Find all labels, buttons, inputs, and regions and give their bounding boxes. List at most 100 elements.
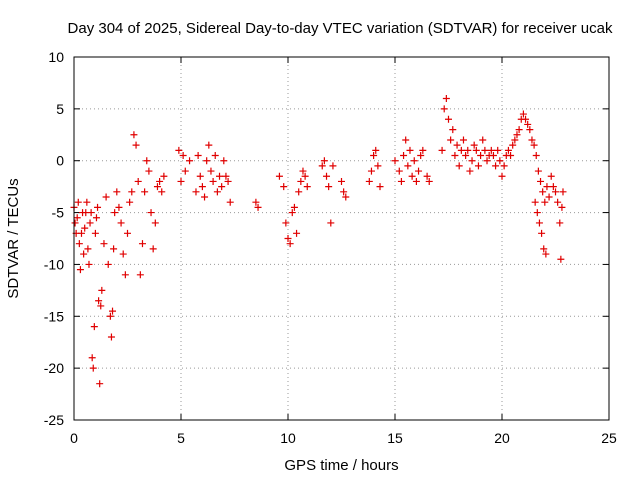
data-point [179, 152, 187, 160]
data-point [132, 141, 140, 149]
data-point [194, 152, 202, 160]
data-point [196, 172, 204, 180]
data-point [440, 105, 448, 113]
data-point [470, 141, 478, 149]
data-point [423, 172, 431, 180]
data-point [342, 193, 350, 201]
data-point [83, 198, 91, 206]
y-tick-label: -5 [52, 205, 65, 221]
y-tick-label: -25 [44, 412, 64, 428]
x-tick-label: 15 [387, 430, 403, 446]
data-point [397, 177, 405, 185]
data-point [466, 167, 474, 175]
y-tick-label: 10 [48, 49, 64, 65]
data-point [87, 209, 95, 217]
data-point [303, 183, 311, 191]
data-point [151, 219, 159, 227]
data-point [124, 229, 131, 237]
data-point [156, 177, 164, 185]
data-point [104, 260, 112, 268]
data-point [213, 188, 221, 196]
data-point [134, 177, 142, 185]
data-point [410, 157, 418, 165]
data-point [438, 146, 446, 154]
data-point [535, 219, 543, 227]
data-point [280, 183, 288, 191]
data-point [86, 219, 94, 227]
data-point [402, 136, 410, 144]
data-point [507, 152, 515, 160]
data-point [483, 157, 491, 165]
data-point [530, 141, 538, 149]
data-point [419, 146, 427, 154]
data-point [545, 193, 553, 201]
data-point [468, 157, 476, 165]
data-point [299, 167, 307, 175]
data-point [449, 126, 457, 134]
data-point [88, 354, 96, 362]
data-point [447, 136, 455, 144]
data-point [111, 209, 119, 217]
data-point [220, 157, 228, 165]
data-point [109, 307, 117, 315]
data-point [107, 333, 115, 341]
y-tick-label: -15 [44, 308, 64, 324]
data-point [462, 152, 470, 160]
data-point [445, 115, 452, 123]
data-point [175, 146, 183, 154]
data-point [370, 152, 378, 160]
data-point [464, 146, 472, 154]
x-axis-label: GPS time / hours [284, 457, 398, 474]
data-point [539, 188, 547, 196]
data-point [318, 162, 326, 170]
data-point [282, 219, 290, 227]
data-point [549, 183, 557, 191]
data-point [218, 183, 226, 191]
x-tick-label: 20 [494, 430, 510, 446]
data-point [425, 177, 433, 185]
data-point [504, 146, 512, 154]
data-point [541, 198, 549, 206]
data-point [254, 203, 262, 211]
data-point [106, 312, 114, 320]
data-point [391, 157, 399, 165]
data-point [149, 245, 157, 253]
data-point [81, 224, 89, 232]
data-point [275, 172, 283, 180]
data-point [406, 146, 414, 154]
data-point [136, 271, 144, 279]
data-point [400, 152, 408, 160]
data-point [327, 219, 335, 227]
data-point [554, 198, 562, 206]
data-point [158, 188, 166, 196]
data-point [121, 271, 129, 279]
data-point [98, 286, 106, 294]
data-point [119, 250, 127, 258]
data-point [128, 188, 136, 196]
data-point [100, 240, 108, 248]
data-point [374, 162, 382, 170]
data-point [115, 203, 123, 211]
data-point [160, 172, 168, 180]
data-point [519, 110, 527, 118]
data-point [487, 146, 495, 154]
data-point [284, 235, 292, 242]
data-point [515, 126, 523, 134]
data-point [513, 131, 521, 139]
data-point [451, 152, 459, 160]
data-point [286, 240, 294, 248]
data-point [73, 214, 81, 222]
data-point [556, 219, 564, 227]
data-point [92, 214, 100, 222]
data-point [203, 157, 211, 165]
y-tick-label: -10 [44, 256, 64, 272]
data-point [481, 146, 489, 154]
data-point [496, 157, 504, 165]
data-point [489, 152, 497, 160]
data-point [97, 302, 105, 310]
data-point [85, 260, 93, 268]
data-point [90, 323, 98, 331]
data-point [498, 172, 506, 180]
data-point [113, 188, 121, 196]
data-point [474, 162, 482, 170]
